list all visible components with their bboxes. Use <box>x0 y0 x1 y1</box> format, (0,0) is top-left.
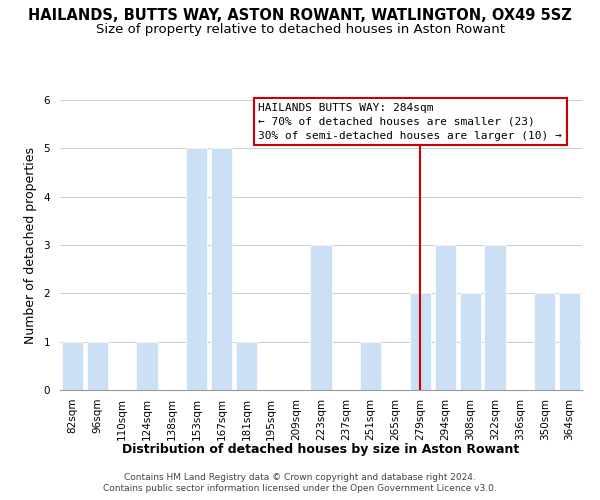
Text: Distribution of detached houses by size in Aston Rowant: Distribution of detached houses by size … <box>122 442 520 456</box>
Text: Contains public sector information licensed under the Open Government Licence v3: Contains public sector information licen… <box>103 484 497 493</box>
Bar <box>410 294 431 390</box>
Y-axis label: Number of detached properties: Number of detached properties <box>24 146 37 344</box>
Text: HAILANDS BUTTS WAY: 284sqm
← 70% of detached houses are smaller (23)
30% of semi: HAILANDS BUTTS WAY: 284sqm ← 70% of deta… <box>259 103 562 141</box>
Text: Size of property relative to detached houses in Aston Rowant: Size of property relative to detached ho… <box>95 22 505 36</box>
Text: Contains HM Land Registry data © Crown copyright and database right 2024.: Contains HM Land Registry data © Crown c… <box>124 472 476 482</box>
Bar <box>310 245 332 390</box>
Bar <box>484 245 506 390</box>
Bar <box>186 148 207 390</box>
Bar <box>211 148 232 390</box>
Bar <box>236 342 257 390</box>
Text: HAILANDS, BUTTS WAY, ASTON ROWANT, WATLINGTON, OX49 5SZ: HAILANDS, BUTTS WAY, ASTON ROWANT, WATLI… <box>28 8 572 22</box>
Bar <box>87 342 108 390</box>
Bar <box>460 294 481 390</box>
Bar <box>559 294 580 390</box>
Bar <box>435 245 456 390</box>
Bar <box>62 342 83 390</box>
Bar <box>136 342 158 390</box>
Bar <box>360 342 381 390</box>
Bar <box>534 294 555 390</box>
